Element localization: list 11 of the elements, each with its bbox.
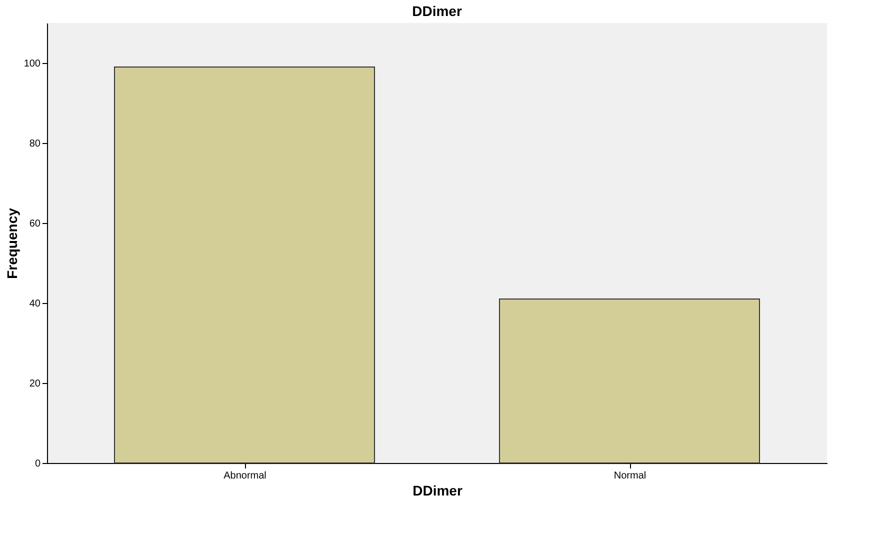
- y-tick-label: 100: [24, 58, 41, 70]
- y-tick-label: 20: [29, 378, 41, 390]
- y-tick-label: 60: [29, 218, 41, 230]
- x-tick-label: Normal: [614, 470, 646, 482]
- y-axis-title: Frequency: [4, 208, 20, 279]
- x-axis-title: DDimer: [412, 482, 463, 498]
- y-tick-label: 0: [34, 458, 41, 470]
- y-tick-label: 40: [29, 298, 41, 310]
- y-tick-label: 80: [29, 138, 41, 150]
- x-tick-label: Abnormal: [224, 470, 266, 482]
- chart-title: DDimer: [412, 3, 462, 19]
